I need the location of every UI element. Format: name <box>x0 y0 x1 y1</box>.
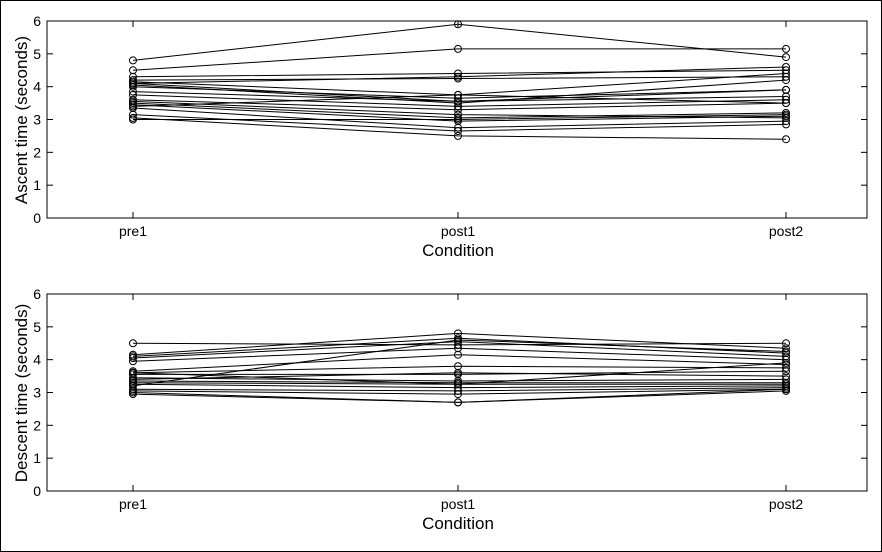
ascent-data-point <box>782 85 790 94</box>
descent-x-tick-label: post1 <box>441 496 475 512</box>
descent-data-point <box>782 385 790 394</box>
descent-time-panel: Condition Descent time (seconds) 0 1 2 3 4 5 6… <box>12 286 868 533</box>
ascent-series-line <box>132 66 787 84</box>
ascent-series-line <box>132 82 787 102</box>
ascent-y-tick-label: 3 <box>33 112 41 128</box>
ascent-data-point <box>454 110 462 119</box>
descent-data-point <box>454 336 462 344</box>
descent-data-point <box>129 339 137 348</box>
ascent-data-point <box>782 110 790 119</box>
descent-series-line <box>132 388 787 403</box>
ascent-time-panel: Condition Ascent time (seconds) 0 1 2 3 4 5 6 p… <box>12 13 868 260</box>
ascent-y-tick-label: 5 <box>33 46 41 62</box>
descent-series-line <box>132 380 786 384</box>
ascent-x-axis-title: Condition <box>422 241 494 260</box>
descent-data-point <box>454 398 462 407</box>
ascent-data-point <box>454 115 462 124</box>
ascent-data-point <box>454 44 462 53</box>
ascent-data-point <box>454 20 462 29</box>
descent-series-line <box>132 362 787 385</box>
ascent-series-line <box>133 114 787 120</box>
ascent-data-point <box>782 44 790 53</box>
ascent-y-tick-label: 1 <box>33 177 41 193</box>
ascent-data-point <box>782 99 790 108</box>
ascent-y-tick-label: 2 <box>33 144 41 160</box>
descent-y-axis-title: Descent time (seconds) <box>12 304 31 483</box>
ascent-x-tick-label: post2 <box>769 223 803 239</box>
ascent-series-line <box>132 117 787 140</box>
ascent-data-point <box>129 82 137 91</box>
ascent-y-axis-title: Ascent time (seconds) <box>12 36 31 204</box>
descent-y-tick-label: 1 <box>33 450 41 466</box>
ascent-y-tick-label: 6 <box>33 13 41 29</box>
descent-x-axis-title: Condition <box>422 514 494 533</box>
descent-data-point <box>454 350 462 359</box>
descent-data-point <box>129 375 137 384</box>
ascent-y-tick-label: 0 <box>33 210 41 226</box>
ascent-data-point <box>454 127 462 135</box>
ascent-data-point <box>782 76 790 85</box>
ascent-series-line <box>132 76 787 81</box>
ascent-y-tick-label: 4 <box>33 79 41 95</box>
descent-x-tick-label: pre1 <box>119 496 147 512</box>
ascent-data-point <box>782 113 790 122</box>
descent-y-tick-label: 3 <box>33 385 41 401</box>
descent-series-line <box>132 354 787 372</box>
descent-x-tick-label: post2 <box>769 496 803 512</box>
ascent-series-line <box>132 94 787 107</box>
descent-y-tick-label: 4 <box>33 352 41 368</box>
descent-y-tick-label: 5 <box>33 319 41 335</box>
ascent-data-point <box>782 53 790 62</box>
descent-data-point <box>129 357 137 366</box>
descent-data-point <box>782 347 790 356</box>
descent-data-point <box>129 354 137 362</box>
descent-data-point <box>782 372 790 381</box>
descent-series-line <box>132 332 787 356</box>
descent-series-line <box>132 372 787 380</box>
ascent-data-point <box>129 79 137 88</box>
descent-series-line <box>132 388 787 395</box>
descent-data-point <box>782 344 790 353</box>
descent-data-point <box>782 358 790 367</box>
ascent-series-line <box>132 104 787 122</box>
ascent-data-point <box>129 56 137 65</box>
descent-y-tick-label: 6 <box>33 286 41 302</box>
ascent-series-line <box>132 23 787 61</box>
ascent-data-point <box>454 105 462 114</box>
ascent-data-point <box>454 72 462 81</box>
descent-data-point <box>454 380 462 389</box>
ascent-data-point <box>782 135 790 144</box>
descent-series-line <box>132 339 787 387</box>
ascent-data-point <box>454 97 462 106</box>
ascent-data-point <box>129 97 137 106</box>
ascent-data-point <box>129 102 137 111</box>
descent-y-tick-label: 2 <box>33 417 41 433</box>
ascent-data-point <box>129 115 137 124</box>
ascent-x-tick-label: post1 <box>441 223 475 239</box>
descent-series-line <box>132 341 787 359</box>
ascent-series-line <box>132 100 787 119</box>
ascent-series-line <box>132 99 787 111</box>
descent-y-tick-label: 0 <box>33 483 41 499</box>
descent-data-point <box>782 367 790 376</box>
descent-data-point <box>782 339 790 348</box>
ascent-series-line <box>132 114 787 132</box>
descent-data-point <box>454 390 462 399</box>
descent-data-point <box>454 368 462 377</box>
descent-series-line <box>133 370 787 375</box>
ascent-x-tick-label: pre1 <box>119 223 147 239</box>
ascent-data-point <box>454 131 462 140</box>
descent-series-line <box>132 347 787 362</box>
ascent-series-line <box>132 48 786 71</box>
